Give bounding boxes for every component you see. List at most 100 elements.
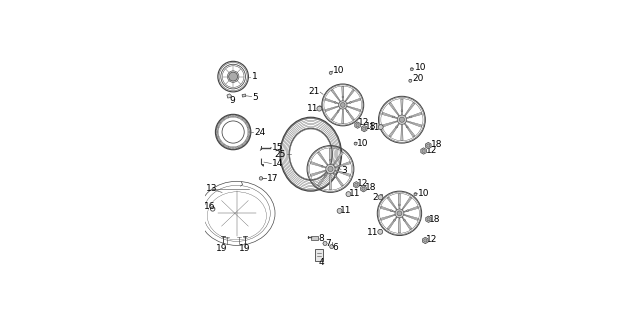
Polygon shape (325, 106, 339, 112)
Polygon shape (401, 125, 403, 140)
Circle shape (422, 149, 425, 153)
Polygon shape (389, 124, 399, 137)
Polygon shape (331, 89, 340, 101)
Circle shape (321, 165, 323, 167)
Polygon shape (404, 214, 419, 220)
Text: 13: 13 (206, 184, 218, 193)
Text: 25: 25 (275, 150, 285, 159)
Polygon shape (398, 194, 401, 209)
Text: 18: 18 (431, 140, 442, 149)
Circle shape (404, 219, 405, 221)
Polygon shape (330, 148, 332, 164)
Polygon shape (382, 112, 397, 119)
Circle shape (399, 204, 401, 206)
Circle shape (337, 208, 342, 213)
Circle shape (427, 144, 430, 147)
Circle shape (397, 211, 402, 216)
Circle shape (409, 79, 412, 82)
Text: 7: 7 (326, 239, 332, 248)
Circle shape (399, 117, 404, 122)
Polygon shape (406, 121, 422, 127)
Text: 17: 17 (267, 174, 278, 183)
Text: 11: 11 (367, 228, 379, 237)
Polygon shape (404, 206, 419, 212)
Polygon shape (333, 152, 344, 165)
Text: 11: 11 (307, 104, 318, 113)
Circle shape (394, 219, 396, 221)
Circle shape (330, 159, 332, 161)
Circle shape (338, 165, 340, 167)
Polygon shape (317, 173, 328, 186)
Text: 19: 19 (239, 244, 251, 253)
Text: 10: 10 (415, 63, 427, 72)
Circle shape (378, 229, 383, 234)
Circle shape (318, 106, 321, 109)
Text: 15: 15 (272, 143, 284, 152)
Polygon shape (310, 162, 326, 168)
Circle shape (317, 106, 322, 111)
Text: 12: 12 (358, 118, 369, 127)
Polygon shape (362, 125, 367, 132)
Text: 1: 1 (252, 72, 258, 81)
Polygon shape (402, 217, 412, 230)
Polygon shape (323, 242, 327, 245)
Text: 10: 10 (333, 66, 345, 75)
Polygon shape (406, 112, 422, 119)
Bar (242, 94, 246, 97)
Polygon shape (347, 98, 360, 104)
Text: 8: 8 (318, 234, 324, 243)
Circle shape (328, 166, 333, 172)
Circle shape (259, 177, 262, 180)
Polygon shape (342, 86, 344, 100)
Polygon shape (381, 214, 395, 220)
Polygon shape (426, 142, 431, 149)
Polygon shape (342, 109, 344, 123)
Polygon shape (345, 89, 355, 101)
Circle shape (228, 72, 237, 81)
Circle shape (410, 68, 413, 71)
Circle shape (227, 71, 239, 82)
Circle shape (347, 110, 348, 112)
Circle shape (406, 210, 408, 212)
Polygon shape (387, 197, 397, 210)
Circle shape (342, 96, 344, 98)
Polygon shape (361, 186, 366, 192)
Text: 18: 18 (365, 122, 377, 131)
Circle shape (354, 142, 357, 145)
Text: 24: 24 (254, 128, 266, 137)
Text: 4: 4 (318, 258, 324, 267)
Polygon shape (387, 217, 397, 230)
Polygon shape (421, 148, 426, 154)
Text: 14: 14 (272, 159, 283, 168)
Text: 21: 21 (308, 87, 319, 96)
Polygon shape (401, 99, 403, 115)
Circle shape (356, 124, 359, 127)
Circle shape (401, 110, 403, 112)
Text: 5: 5 (252, 92, 258, 101)
Text: 10: 10 (418, 189, 429, 198)
Text: 11: 11 (340, 206, 351, 215)
Polygon shape (227, 94, 232, 98)
Circle shape (395, 209, 404, 218)
Circle shape (362, 187, 365, 190)
Circle shape (427, 218, 430, 221)
Text: 20: 20 (412, 74, 424, 83)
Bar (380, 229, 381, 233)
Circle shape (397, 115, 406, 124)
Polygon shape (398, 218, 401, 233)
Circle shape (339, 101, 347, 109)
Circle shape (410, 116, 412, 118)
Text: 2: 2 (372, 193, 378, 202)
Polygon shape (333, 173, 344, 186)
Polygon shape (330, 174, 332, 189)
Text: 10: 10 (357, 139, 369, 148)
Circle shape (340, 103, 345, 107)
Bar (380, 194, 382, 198)
Polygon shape (335, 162, 350, 168)
Polygon shape (404, 124, 415, 137)
Circle shape (406, 126, 408, 128)
Text: 12: 12 (426, 235, 437, 244)
Text: 11: 11 (369, 123, 381, 132)
Polygon shape (389, 102, 399, 116)
Circle shape (324, 175, 326, 177)
